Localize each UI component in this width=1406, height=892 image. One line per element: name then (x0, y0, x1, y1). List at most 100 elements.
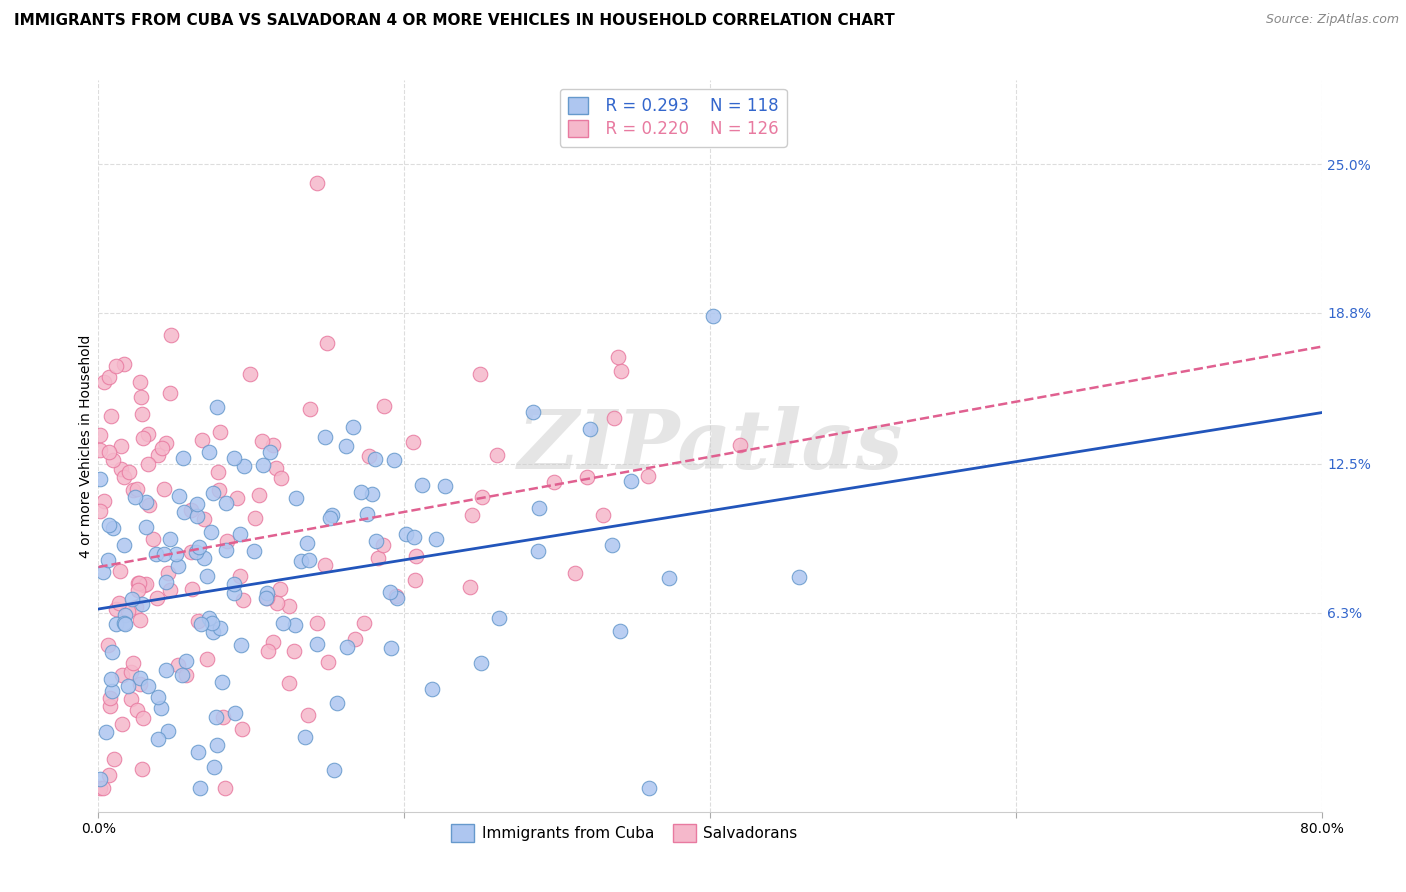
Point (371, 538, 394, 552)
Point (97, 638, 120, 652)
Point (336, 640, 359, 655)
Point (637, 468, 659, 483)
Point (353, 616, 375, 631)
Point (266, 596, 288, 610)
Point (214, 543, 236, 558)
Point (201, 616, 224, 631)
Point (172, 451, 194, 466)
Point (98, 768, 121, 782)
Point (132, 711, 155, 725)
Point (225, 491, 247, 505)
Point (190, 780, 212, 795)
Point (315, 335, 337, 350)
Point (121, 483, 143, 497)
Point (232, 592, 254, 607)
Point (145, 547, 167, 561)
Point (107, 596, 129, 610)
Point (148, 448, 170, 462)
Point (271, 616, 294, 631)
Point (217, 533, 239, 548)
Point (382, 452, 405, 467)
Point (187, 614, 209, 628)
Point (112, 358, 135, 372)
Point (305, 615, 328, 630)
Point (229, 568, 252, 582)
Text: Source: ZipAtlas.com: Source: ZipAtlas.com (1265, 13, 1399, 27)
Point (252, 458, 274, 473)
Point (170, 667, 193, 681)
Point (620, 475, 643, 489)
Point (121, 591, 143, 606)
Point (136, 457, 159, 471)
Point (176, 654, 198, 668)
Point (231, 638, 253, 652)
Point (117, 679, 139, 693)
Point (702, 309, 724, 323)
Point (471, 490, 494, 504)
Point (211, 675, 233, 690)
Point (89, 780, 111, 795)
Point (592, 508, 614, 522)
Point (190, 617, 212, 632)
Point (156, 566, 179, 580)
Point (120, 665, 142, 679)
Point (110, 438, 132, 452)
Point (132, 578, 155, 592)
Point (256, 643, 278, 657)
Point (202, 760, 225, 774)
Point (395, 527, 418, 541)
Point (97, 370, 120, 384)
Point (321, 508, 343, 522)
Point (112, 470, 135, 484)
Point (127, 482, 149, 496)
Point (405, 549, 427, 563)
Point (564, 566, 586, 581)
Point (256, 591, 278, 605)
Point (610, 363, 633, 377)
Point (420, 681, 443, 696)
Point (205, 738, 228, 752)
Point (350, 485, 373, 500)
Point (527, 543, 550, 558)
Point (114, 617, 136, 632)
Point (127, 703, 149, 717)
Point (402, 435, 425, 450)
Point (215, 496, 238, 510)
Point (208, 425, 231, 440)
Point (159, 385, 181, 400)
Point (211, 709, 233, 723)
Point (728, 438, 751, 452)
Point (361, 487, 384, 501)
Point (373, 399, 395, 413)
Point (98, 691, 121, 706)
Point (243, 544, 266, 558)
Point (284, 491, 307, 505)
Point (229, 527, 252, 541)
Point (323, 763, 346, 777)
Point (100, 673, 122, 687)
Point (787, 570, 810, 584)
Point (128, 375, 150, 389)
Point (153, 547, 176, 561)
Point (284, 618, 307, 632)
Point (264, 460, 287, 475)
Point (100, 645, 122, 659)
Point (204, 709, 226, 723)
Point (207, 466, 229, 480)
Point (207, 401, 229, 415)
Point (186, 508, 208, 523)
Point (259, 444, 281, 458)
Point (114, 607, 136, 622)
Point (93, 780, 115, 795)
Point (89, 772, 111, 786)
Point (269, 582, 291, 597)
Point (97, 517, 120, 532)
Point (129, 677, 152, 691)
Point (335, 439, 357, 453)
Point (98, 444, 121, 458)
Point (155, 436, 177, 450)
Point (129, 390, 152, 404)
Point (97, 553, 120, 567)
Point (245, 511, 267, 525)
Point (105, 617, 128, 632)
